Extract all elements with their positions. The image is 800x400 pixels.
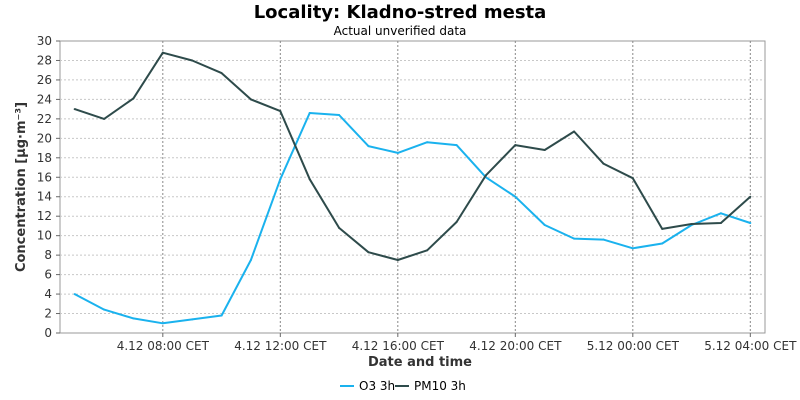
y-tick-label: 8: [44, 248, 52, 262]
x-axis-label: Date and time: [368, 355, 472, 370]
y-tick-label: 30: [37, 34, 52, 48]
data-point: [426, 141, 429, 144]
data-point: [426, 249, 429, 252]
data-point: [573, 130, 576, 133]
x-tick-label: 4.12 08:00 CET: [117, 339, 210, 353]
data-point: [279, 110, 282, 113]
y-tick-label: 22: [37, 112, 52, 126]
chart-title: Locality: Kladno-stred mesta: [254, 2, 547, 23]
y-tick-label: 2: [44, 307, 52, 321]
y-tick-label: 28: [37, 53, 52, 67]
data-point: [573, 237, 576, 240]
data-point: [367, 145, 370, 148]
series-layer: [73, 51, 752, 325]
y-tick-label: 18: [37, 151, 52, 165]
data-point: [396, 151, 399, 154]
data-point: [161, 322, 164, 325]
data-point: [719, 212, 722, 215]
data-point: [719, 222, 722, 225]
data-point: [132, 317, 135, 320]
y-tick-label: 6: [44, 268, 52, 282]
data-point: [455, 144, 458, 147]
data-point: [690, 222, 693, 225]
data-point: [249, 98, 252, 101]
y-tick-label: 0: [44, 326, 52, 340]
data-point: [73, 293, 76, 296]
data-point: [220, 72, 223, 75]
y-tick-label: 12: [37, 209, 52, 223]
plot-area: [59, 40, 766, 334]
y-tick-label: 24: [37, 92, 52, 106]
data-point: [73, 108, 76, 111]
data-point: [338, 226, 341, 229]
y-tick-label: 4: [44, 287, 52, 301]
x-tick-label: 4.12 20:00 CET: [469, 339, 562, 353]
data-point: [602, 238, 605, 241]
data-point: [661, 227, 664, 230]
data-point: [484, 174, 487, 177]
data-point: [631, 177, 634, 180]
data-point: [455, 221, 458, 224]
data-point: [103, 117, 106, 120]
data-point: [602, 162, 605, 165]
gridlines: [60, 41, 765, 333]
data-point: [279, 178, 282, 181]
x-tick-label: 5.12 04:00 CET: [704, 339, 797, 353]
legend-label-0: O3 3h: [359, 379, 395, 393]
data-point: [543, 223, 546, 226]
x-tick-label: 4.12 16:00 CET: [352, 339, 445, 353]
x-tick-label: 4.12 12:00 CET: [234, 339, 327, 353]
series-line-1: [74, 51, 751, 261]
data-point: [514, 144, 517, 147]
chart-subtitle: Actual unverified data: [334, 24, 467, 38]
y-axis-label: Concentration [µg·m⁻³]: [14, 102, 29, 272]
data-point: [220, 314, 223, 317]
data-point: [308, 178, 311, 181]
legend: O3 3h PM10 3h: [340, 379, 466, 393]
y-tick-label: 10: [37, 229, 52, 243]
data-point: [103, 308, 106, 311]
data-point: [191, 318, 194, 321]
y-tick-label: 20: [37, 131, 52, 145]
data-point: [514, 195, 517, 198]
y-tick-label: 14: [37, 190, 52, 204]
data-point: [749, 222, 752, 225]
data-point: [631, 247, 634, 250]
data-point: [161, 51, 164, 54]
data-point: [749, 195, 752, 198]
data-point: [367, 251, 370, 254]
series-line-0: [74, 112, 751, 325]
data-point: [132, 97, 135, 100]
legend-label-1: PM10 3h: [414, 379, 466, 393]
data-point: [661, 242, 664, 245]
data-point: [543, 149, 546, 152]
data-point: [308, 112, 311, 115]
x-tick-label: 5.12 00:00 CET: [587, 339, 680, 353]
data-point: [191, 59, 194, 62]
y-tick-label: 16: [37, 170, 52, 184]
data-point: [249, 259, 252, 261]
data-point: [338, 113, 341, 116]
data-point: [396, 259, 399, 261]
y-tick-label: 26: [37, 73, 52, 87]
